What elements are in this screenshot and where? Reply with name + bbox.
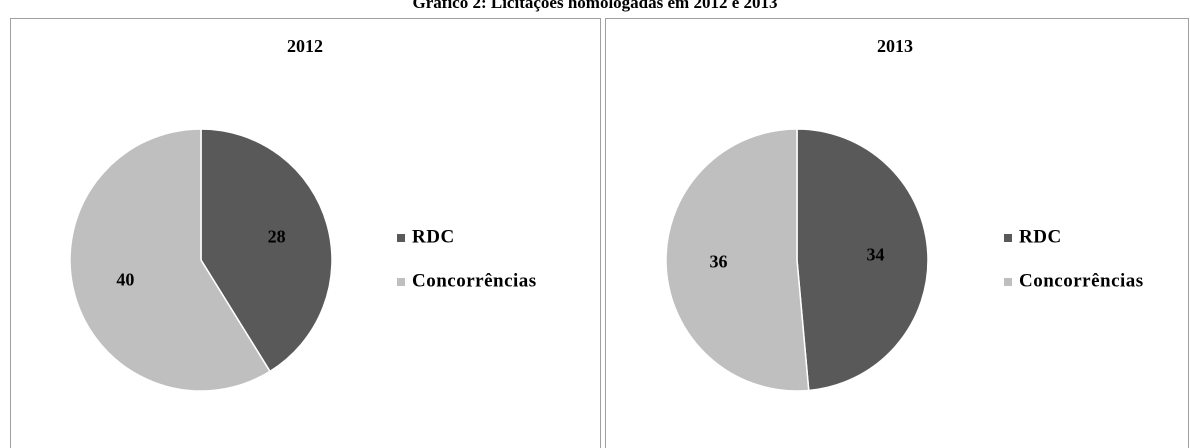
data-label: 40 [116, 270, 134, 290]
legend-label: Concorrências [1019, 270, 1144, 291]
data-label: 36 [709, 252, 727, 272]
chart-title: 2013 [877, 36, 913, 56]
pie-slice [200, 128, 333, 373]
panel-border [10, 18, 601, 448]
data-label: 28 [268, 227, 286, 247]
legend-swatch [1004, 278, 1012, 286]
pie-slice [796, 128, 929, 392]
legend-swatch [397, 234, 405, 242]
legend-swatch [397, 278, 405, 286]
legend-swatch [1004, 234, 1012, 242]
legend-label: Concorrências [412, 270, 537, 291]
pie-slice [69, 128, 271, 392]
data-label: 34 [867, 245, 885, 265]
chart-title: 2012 [287, 36, 323, 56]
pie-slice [665, 128, 810, 392]
panel-border [605, 18, 1189, 448]
legend-label: RDC [412, 226, 455, 247]
figure-caption: Gráfico 2: Licitações homologadas em 201… [413, 0, 778, 12]
legend-label: RDC [1019, 226, 1062, 247]
